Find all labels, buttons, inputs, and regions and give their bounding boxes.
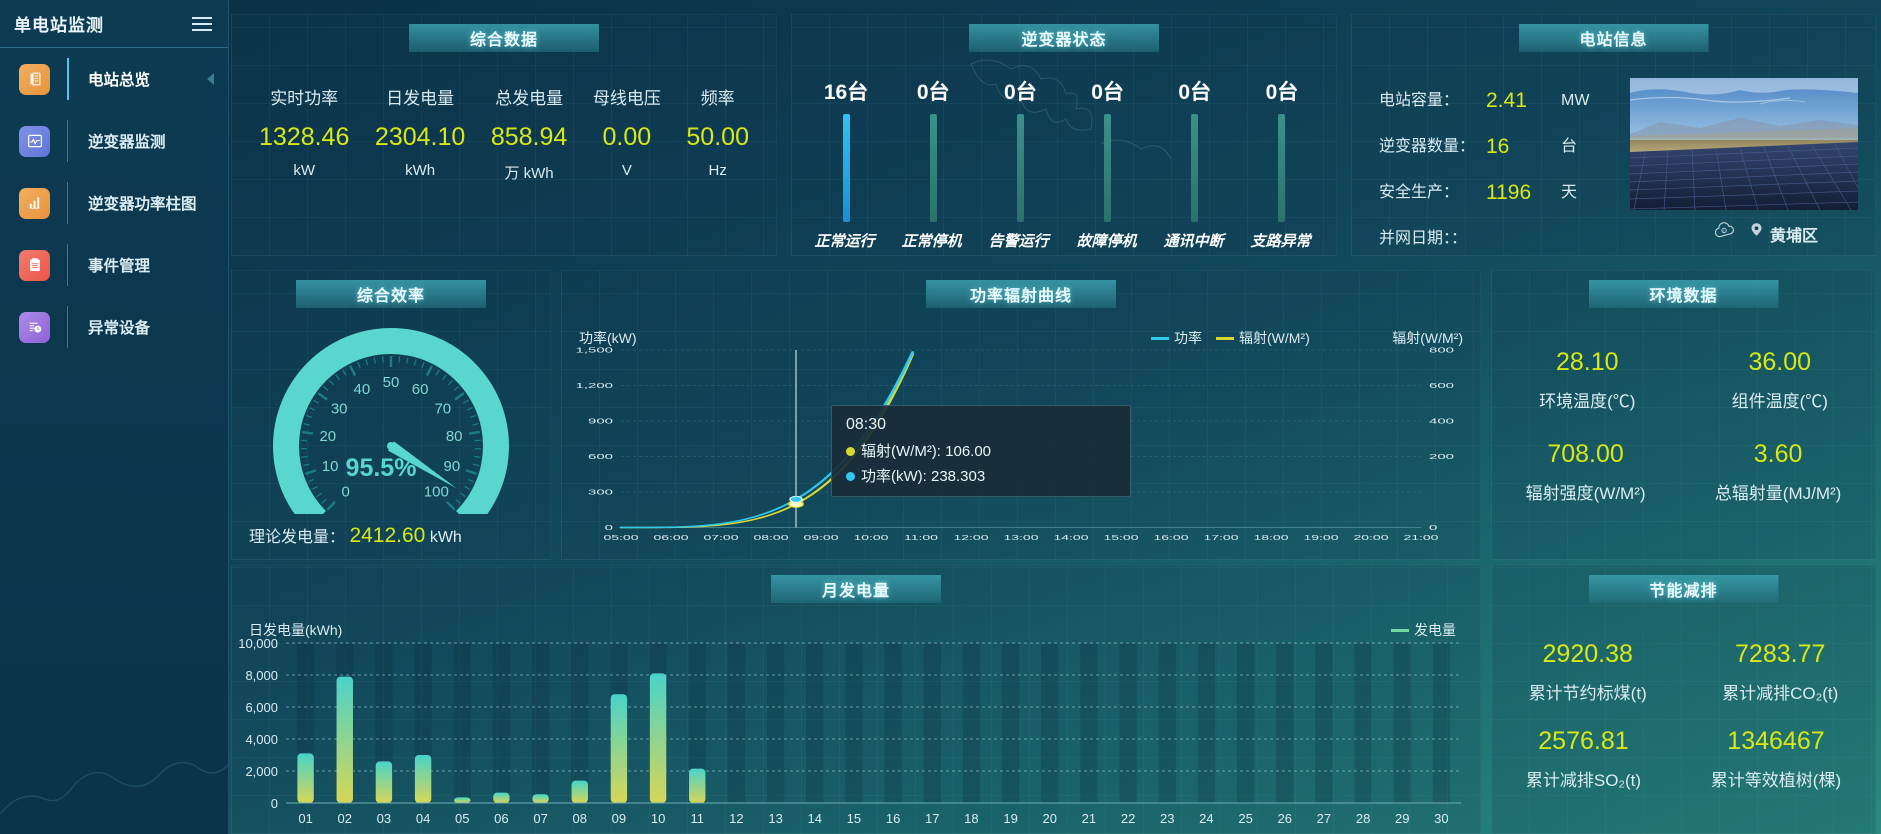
svg-text:22: 22 (1121, 811, 1135, 826)
svg-text:11: 11 (691, 811, 705, 826)
svg-text:400: 400 (1429, 417, 1455, 426)
svg-text:8,000: 8,000 (245, 668, 278, 683)
svg-text:12:00: 12:00 (954, 534, 989, 542)
svg-text:20:00: 20:00 (1354, 534, 1389, 542)
svg-text:100: 100 (424, 483, 449, 500)
svg-text:30: 30 (1434, 811, 1448, 826)
svg-text:04: 04 (416, 811, 430, 826)
svg-text:11:00: 11:00 (904, 534, 938, 542)
svg-text:0: 0 (1429, 523, 1438, 532)
svg-text:21:00: 21:00 (1404, 534, 1439, 542)
svg-text:19:00: 19:00 (1304, 534, 1339, 542)
svg-text:18: 18 (964, 811, 978, 826)
svg-text:300: 300 (588, 488, 614, 497)
svg-text:15:00: 15:00 (1104, 534, 1139, 542)
svg-text:15: 15 (847, 811, 861, 826)
svg-text:1,200: 1,200 (576, 381, 614, 390)
svg-text:0: 0 (342, 483, 350, 500)
svg-text:18:00: 18:00 (1254, 534, 1289, 542)
svg-text:07: 07 (533, 811, 547, 826)
svg-text:08:00: 08:00 (754, 534, 789, 542)
svg-text:1,500: 1,500 (576, 346, 614, 355)
svg-text:2,000: 2,000 (245, 764, 278, 779)
svg-text:13: 13 (768, 811, 782, 826)
svg-text:02: 02 (338, 811, 352, 826)
svg-text:80: 80 (446, 428, 463, 445)
svg-text:25: 25 (1238, 811, 1252, 826)
svg-text:17:00: 17:00 (1204, 534, 1239, 542)
svg-text:20: 20 (1043, 811, 1057, 826)
svg-text:28: 28 (1356, 811, 1370, 826)
svg-text:10:00: 10:00 (854, 534, 889, 542)
svg-text:09:00: 09:00 (804, 534, 839, 542)
svg-text:10,000: 10,000 (238, 636, 278, 651)
svg-text:19: 19 (1003, 811, 1017, 826)
svg-text:29: 29 (1395, 811, 1409, 826)
svg-text:09: 09 (612, 811, 626, 826)
svg-text:6,000: 6,000 (245, 700, 278, 715)
svg-text:07:00: 07:00 (704, 534, 739, 542)
svg-text:08: 08 (573, 811, 587, 826)
svg-text:24: 24 (1199, 811, 1213, 826)
svg-text:600: 600 (588, 452, 614, 461)
svg-text:23: 23 (1160, 811, 1174, 826)
svg-text:21: 21 (1082, 811, 1096, 826)
svg-text:14:00: 14:00 (1054, 534, 1089, 542)
svg-text:06: 06 (494, 811, 508, 826)
svg-text:12: 12 (729, 811, 743, 826)
svg-text:30: 30 (331, 400, 348, 417)
svg-text:01: 01 (298, 811, 312, 826)
svg-text:0: 0 (271, 796, 278, 811)
svg-text:20: 20 (319, 428, 336, 445)
svg-text:10: 10 (651, 811, 665, 826)
svg-text:05: 05 (455, 811, 469, 826)
svg-text:13:00: 13:00 (1004, 534, 1039, 542)
svg-text:60: 60 (412, 381, 429, 398)
svg-text:14: 14 (808, 811, 822, 826)
svg-text:40: 40 (354, 381, 371, 398)
svg-text:200: 200 (1429, 452, 1455, 461)
svg-text:26: 26 (1278, 811, 1292, 826)
svg-text:06:00: 06:00 (654, 534, 689, 542)
svg-text:27: 27 (1317, 811, 1331, 826)
svg-text:16:00: 16:00 (1154, 534, 1189, 542)
svg-text:16: 16 (886, 811, 900, 826)
svg-text:03: 03 (377, 811, 391, 826)
svg-text:50: 50 (383, 374, 400, 391)
svg-text:4,000: 4,000 (245, 732, 278, 747)
svg-text:0: 0 (605, 523, 614, 532)
svg-text:800: 800 (1429, 346, 1455, 355)
svg-text:70: 70 (434, 400, 451, 417)
svg-text:05:00: 05:00 (604, 534, 639, 542)
svg-text:17: 17 (925, 811, 939, 826)
svg-text:900: 900 (588, 417, 614, 426)
svg-text:600: 600 (1429, 381, 1455, 390)
